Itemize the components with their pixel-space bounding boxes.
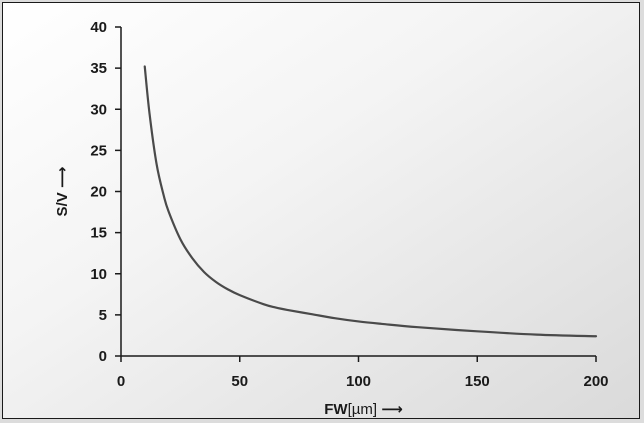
data-point: [262, 303, 264, 305]
data-point: [286, 309, 288, 311]
data-point: [310, 313, 312, 315]
y-tick-label: 15: [90, 225, 107, 242]
x-axis-arrow: ⟶: [381, 401, 403, 418]
axes: [120, 27, 596, 357]
data-point: [595, 335, 597, 337]
x-axis-label: FW[µm] ⟶: [324, 401, 403, 418]
data-point: [476, 330, 478, 332]
series-points: [144, 65, 598, 337]
chart-frame: [2, 2, 640, 419]
data-point: [535, 333, 537, 335]
y-tick-label: 40: [90, 19, 107, 36]
data-point: [334, 317, 336, 319]
x-axis-label-unit: [µm]: [348, 401, 377, 418]
x-tick-label: 100: [346, 373, 371, 390]
y-axis-label-name: S/V: [54, 192, 71, 216]
x-tick-label: 0: [117, 373, 125, 390]
series-line: [143, 65, 598, 338]
data-point: [148, 112, 150, 114]
data-point: [163, 194, 165, 196]
x-tick-label: 50: [231, 373, 248, 390]
y-tick-label: 0: [99, 348, 107, 365]
data-point: [274, 306, 276, 308]
data-point: [381, 323, 383, 325]
y-axis-label: S/V ⟶: [54, 167, 71, 217]
y-tick-label: 10: [90, 266, 107, 283]
data-point: [417, 326, 419, 328]
y-tick-label: 20: [90, 184, 107, 201]
data-point: [239, 294, 241, 296]
data-point: [227, 288, 229, 290]
data-point: [203, 271, 205, 273]
x-tick-label: 200: [583, 373, 608, 390]
data-point: [357, 320, 359, 322]
data-point: [155, 163, 157, 165]
y-tick-label: 30: [90, 101, 107, 118]
x-axis-label-name: FW: [324, 401, 348, 418]
y-tick-label: 35: [90, 60, 107, 77]
ticks: 0 50 100 150 200 0 5 10 15 20 25 30 35 40: [90, 19, 608, 390]
y-tick-label: 25: [90, 142, 107, 159]
data-point: [144, 65, 146, 67]
x-tick-label: 150: [465, 373, 490, 390]
data-point: [215, 281, 217, 283]
data-point: [191, 257, 193, 259]
data-point: [179, 238, 181, 240]
y-axis-arrow: ⟶: [54, 167, 71, 189]
data-point: [167, 210, 169, 212]
y-tick-label: 5: [99, 307, 107, 324]
